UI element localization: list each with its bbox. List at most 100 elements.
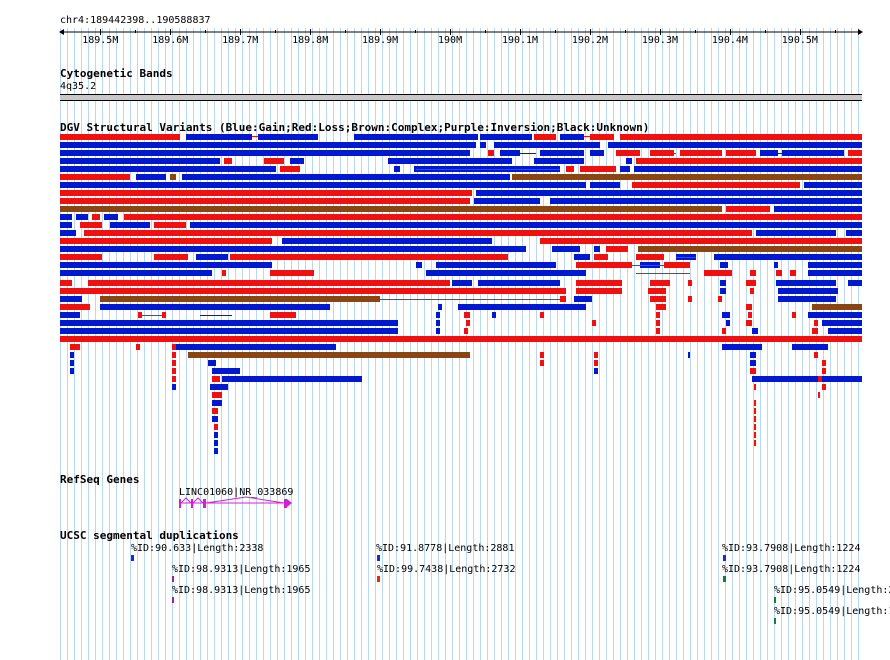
dgv-variant-feature[interactable]: [778, 296, 836, 302]
dgv-variant-feature[interactable]: [212, 368, 240, 374]
dgv-variant-feature[interactable]: [818, 392, 820, 398]
dgv-variant-feature[interactable]: [60, 134, 180, 140]
dgv-variant-feature[interactable]: [182, 174, 510, 180]
dgv-variant-feature[interactable]: [750, 288, 754, 294]
dgv-variant-feature[interactable]: [822, 360, 826, 366]
dgv-variant-feature[interactable]: [354, 134, 478, 140]
dgv-variant-feature[interactable]: [808, 262, 862, 268]
dgv-variant-feature[interactable]: [60, 174, 130, 180]
dgv-variant-feature[interactable]: [540, 150, 584, 156]
dgv-variant-feature[interactable]: [534, 158, 584, 164]
dgv-variant-feature[interactable]: [172, 368, 176, 374]
dgv-variant-feature[interactable]: [60, 288, 566, 294]
dgv-variant-feature[interactable]: [750, 360, 756, 366]
dgv-variant-feature[interactable]: [814, 320, 818, 326]
dgv-variant-feature[interactable]: [76, 214, 88, 220]
dgv-variant-feature[interactable]: [264, 158, 284, 164]
dgv-variant-feature[interactable]: [70, 344, 80, 350]
dgv-variant-feature[interactable]: [650, 296, 666, 302]
dgv-variant-feature[interactable]: [808, 270, 862, 276]
dgv-variant-feature[interactable]: [224, 158, 232, 164]
dgv-variant-feature[interactable]: [714, 254, 862, 260]
dgv-variant-feature[interactable]: [576, 288, 622, 294]
dgv-variant-feature[interactable]: [590, 150, 604, 156]
dgv-variant-feature[interactable]: [792, 312, 796, 318]
dgv-variant-feature[interactable]: [222, 270, 226, 276]
dgv-variant-feature[interactable]: [822, 320, 862, 326]
dgv-variant-feature[interactable]: [656, 304, 666, 310]
dgv-variant-feature[interactable]: [594, 360, 598, 366]
dgv-variant-feature[interactable]: [722, 344, 762, 350]
dgv-variant-feature[interactable]: [60, 142, 476, 148]
dgv-variant-feature[interactable]: [774, 206, 862, 212]
dgv-variant-feature[interactable]: [394, 166, 400, 172]
segdup-feature-1[interactable]: [131, 555, 134, 561]
dgv-variant-feature[interactable]: [540, 238, 862, 244]
dgv-variant-feature[interactable]: [720, 262, 728, 268]
dgv-variant-feature[interactable]: [214, 432, 218, 438]
segdup-feature-8[interactable]: [774, 597, 776, 603]
dgv-variant-feature[interactable]: [636, 158, 862, 164]
dgv-variant-feature[interactable]: [592, 320, 596, 326]
dgv-variant-feature[interactable]: [782, 150, 844, 156]
dgv-variant-feature[interactable]: [214, 424, 218, 430]
dgv-variant-feature[interactable]: [436, 262, 556, 268]
dgv-variant-feature[interactable]: [60, 280, 72, 286]
dgv-variant-feature[interactable]: [492, 312, 496, 318]
dgv-variant-feature[interactable]: [754, 400, 756, 406]
dgv-variant-feature[interactable]: [60, 270, 212, 276]
dgv-variant-feature[interactable]: [60, 254, 102, 260]
dgv-variant-feature[interactable]: [726, 150, 756, 156]
dgv-variant-feature[interactable]: [60, 182, 586, 188]
dgv-variant-feature[interactable]: [110, 222, 150, 228]
dgv-variant-feature[interactable]: [70, 368, 74, 374]
dgv-variant-feature[interactable]: [746, 280, 756, 286]
dgv-variant-feature[interactable]: [812, 328, 818, 334]
dgv-variant-feature[interactable]: [488, 150, 494, 156]
dgv-variant-feature[interactable]: [388, 158, 512, 164]
dgv-variant-feature[interactable]: [688, 280, 692, 286]
dgv-variant-feature[interactable]: [230, 254, 508, 260]
dgv-variant-feature[interactable]: [620, 166, 630, 172]
dgv-variant-feature[interactable]: [750, 368, 756, 374]
dgv-variant-feature[interactable]: [214, 440, 218, 446]
dgv-variant-feature[interactable]: [804, 182, 862, 188]
refseq-track-title[interactable]: RefSeq Genes: [60, 473, 140, 486]
segdup-feature-4[interactable]: [377, 555, 380, 561]
dgv-variant-feature[interactable]: [100, 296, 380, 302]
dgv-variant-feature[interactable]: [688, 296, 692, 302]
dgv-variant-feature[interactable]: [680, 150, 722, 156]
dgv-variant-feature[interactable]: [258, 134, 318, 140]
dgv-variant-feature[interactable]: [438, 304, 442, 310]
dgv-variant-feature[interactable]: [848, 280, 862, 286]
dgv-variant-feature[interactable]: [176, 344, 336, 350]
dgv-variant-feature[interactable]: [722, 312, 730, 318]
dgv-variant-feature[interactable]: [70, 360, 74, 366]
dgv-variant-feature[interactable]: [60, 214, 72, 220]
dgv-variant-feature[interactable]: [80, 222, 102, 228]
dgv-variant-feature[interactable]: [590, 134, 614, 140]
dgv-variant-feature[interactable]: [426, 270, 586, 276]
dgv-variant-feature[interactable]: [270, 312, 296, 318]
dgv-variant-feature[interactable]: [84, 230, 752, 236]
dgv-variant-feature[interactable]: [638, 246, 862, 252]
dgv-variant-feature[interactable]: [136, 344, 140, 350]
dgv-variant-feature[interactable]: [776, 280, 836, 286]
dgv-variant-feature[interactable]: [754, 424, 756, 430]
dgv-variant-feature[interactable]: [650, 280, 670, 286]
dgv-variant-feature[interactable]: [480, 134, 532, 140]
segdup-feature-6[interactable]: [723, 555, 726, 561]
dgv-variant-feature[interactable]: [656, 312, 660, 318]
dgv-variant-feature[interactable]: [848, 150, 862, 156]
dgv-variant-feature[interactable]: [70, 352, 74, 358]
dgv-variant-feature[interactable]: [186, 134, 252, 140]
dgv-variant-feature[interactable]: [60, 312, 80, 318]
dgv-variant-feature[interactable]: [608, 142, 862, 148]
dgv-variant-feature[interactable]: [60, 304, 90, 310]
dgv-variant-feature[interactable]: [172, 360, 176, 366]
dgv-variant-feature[interactable]: [494, 142, 600, 148]
cytoband-track-title[interactable]: Cytogenetic Bands: [60, 67, 173, 80]
dgv-variant-feature[interactable]: [634, 166, 862, 172]
dgv-variant-feature[interactable]: [750, 352, 756, 358]
dgv-variant-feature[interactable]: [170, 174, 176, 180]
